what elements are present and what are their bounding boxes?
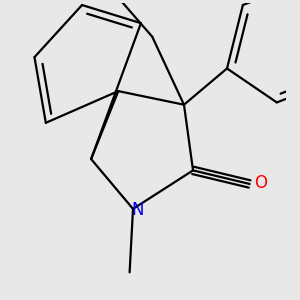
Text: O: O <box>254 174 268 192</box>
Text: N: N <box>131 201 144 219</box>
